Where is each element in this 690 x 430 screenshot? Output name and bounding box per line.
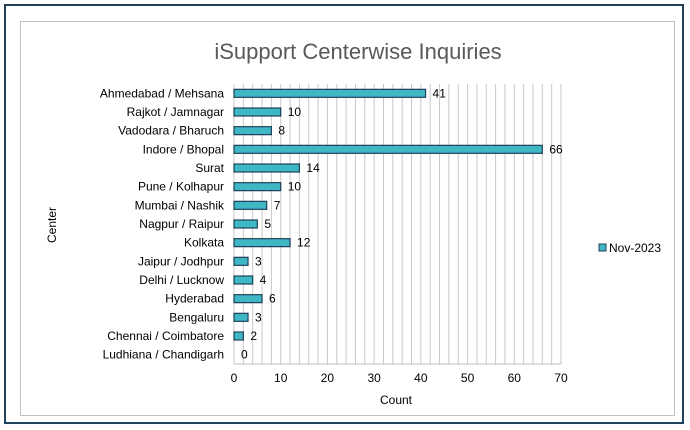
x-tick-label: 70 — [554, 371, 568, 385]
data-label: 8 — [278, 124, 285, 138]
category-labels: Ahmedabad / Mehsana Rajkot / Jamnagar Vado… — [100, 86, 225, 361]
x-tick-label: 60 — [508, 371, 522, 385]
x-tick-label: 0 — [231, 371, 238, 385]
bar-chart: iSupport Centerwise Inquiries Ahmedabad … — [45, 39, 661, 407]
bar — [233, 163, 301, 173]
x-tick-label: 10 — [274, 371, 288, 385]
data-label: 2 — [250, 329, 257, 343]
x-tick-label: 40 — [414, 371, 428, 385]
data-label: 6 — [269, 292, 276, 306]
category-label: Surat — [195, 161, 224, 175]
data-label: 3 — [255, 310, 262, 324]
bar — [233, 294, 263, 304]
legend-label: Nov-2023 — [609, 241, 661, 255]
category-label: Pune / Kolhapur — [138, 180, 224, 194]
category-label: Mumbai / Nashik — [135, 198, 225, 212]
category-label: Hyderabad — [165, 292, 224, 306]
data-label: 14 — [306, 161, 320, 175]
grid-lines — [233, 84, 562, 365]
data-label: 4 — [260, 273, 267, 287]
bar — [233, 144, 543, 154]
data-label: 66 — [549, 142, 563, 156]
chart-area: iSupport Centerwise Inquiries Ahmedabad … — [20, 21, 675, 416]
bar — [233, 238, 291, 248]
data-label: 10 — [288, 180, 302, 194]
data-label: 7 — [274, 198, 281, 212]
x-tick-labels: 0 10 20 30 40 50 60 70 — [231, 371, 568, 385]
data-label: 5 — [264, 217, 271, 231]
bar — [233, 200, 268, 210]
category-label: Chennai / Coimbatore — [107, 329, 224, 343]
category-label: Delhi / Lucknow — [139, 273, 224, 287]
x-tick-label: 20 — [321, 371, 335, 385]
x-tick-label: 30 — [367, 371, 381, 385]
data-label: 3 — [255, 254, 262, 268]
bar — [233, 126, 272, 136]
bar — [233, 182, 282, 192]
chart-frame: iSupport Centerwise Inquiries Ahmedabad … — [4, 4, 684, 424]
y-axis-title: Center — [45, 207, 59, 243]
bar — [233, 312, 249, 322]
x-tick-label: 50 — [461, 371, 475, 385]
category-label: Ludhiana / Chandigarh — [103, 348, 224, 362]
legend-swatch — [598, 243, 607, 252]
data-label: 10 — [288, 105, 302, 119]
category-label: Kolkata — [184, 236, 224, 250]
category-label: Rajkot / Jamnagar — [127, 105, 224, 119]
legend: Nov-2023 — [598, 241, 661, 255]
x-axis-title: Count — [380, 393, 413, 407]
bars — [233, 88, 543, 341]
category-label: Nagpur / Raipur — [139, 217, 224, 231]
category-label: Indore / Bhopal — [143, 142, 224, 156]
bar — [233, 88, 427, 98]
chart-title: iSupport Centerwise Inquiries — [214, 39, 501, 64]
data-label: 41 — [433, 86, 447, 100]
data-label: 0 — [241, 348, 248, 362]
category-label: Vadodara / Bharuch — [118, 124, 224, 138]
bar — [233, 275, 254, 285]
bar — [233, 331, 244, 341]
category-label: Jaipur / Jodhpur — [138, 254, 224, 268]
category-label: Ahmedabad / Mehsana — [100, 86, 224, 100]
bar — [233, 219, 258, 229]
bar — [233, 256, 249, 266]
bar — [233, 107, 282, 117]
data-label: 12 — [297, 236, 311, 250]
category-label: Bengaluru — [169, 310, 224, 324]
